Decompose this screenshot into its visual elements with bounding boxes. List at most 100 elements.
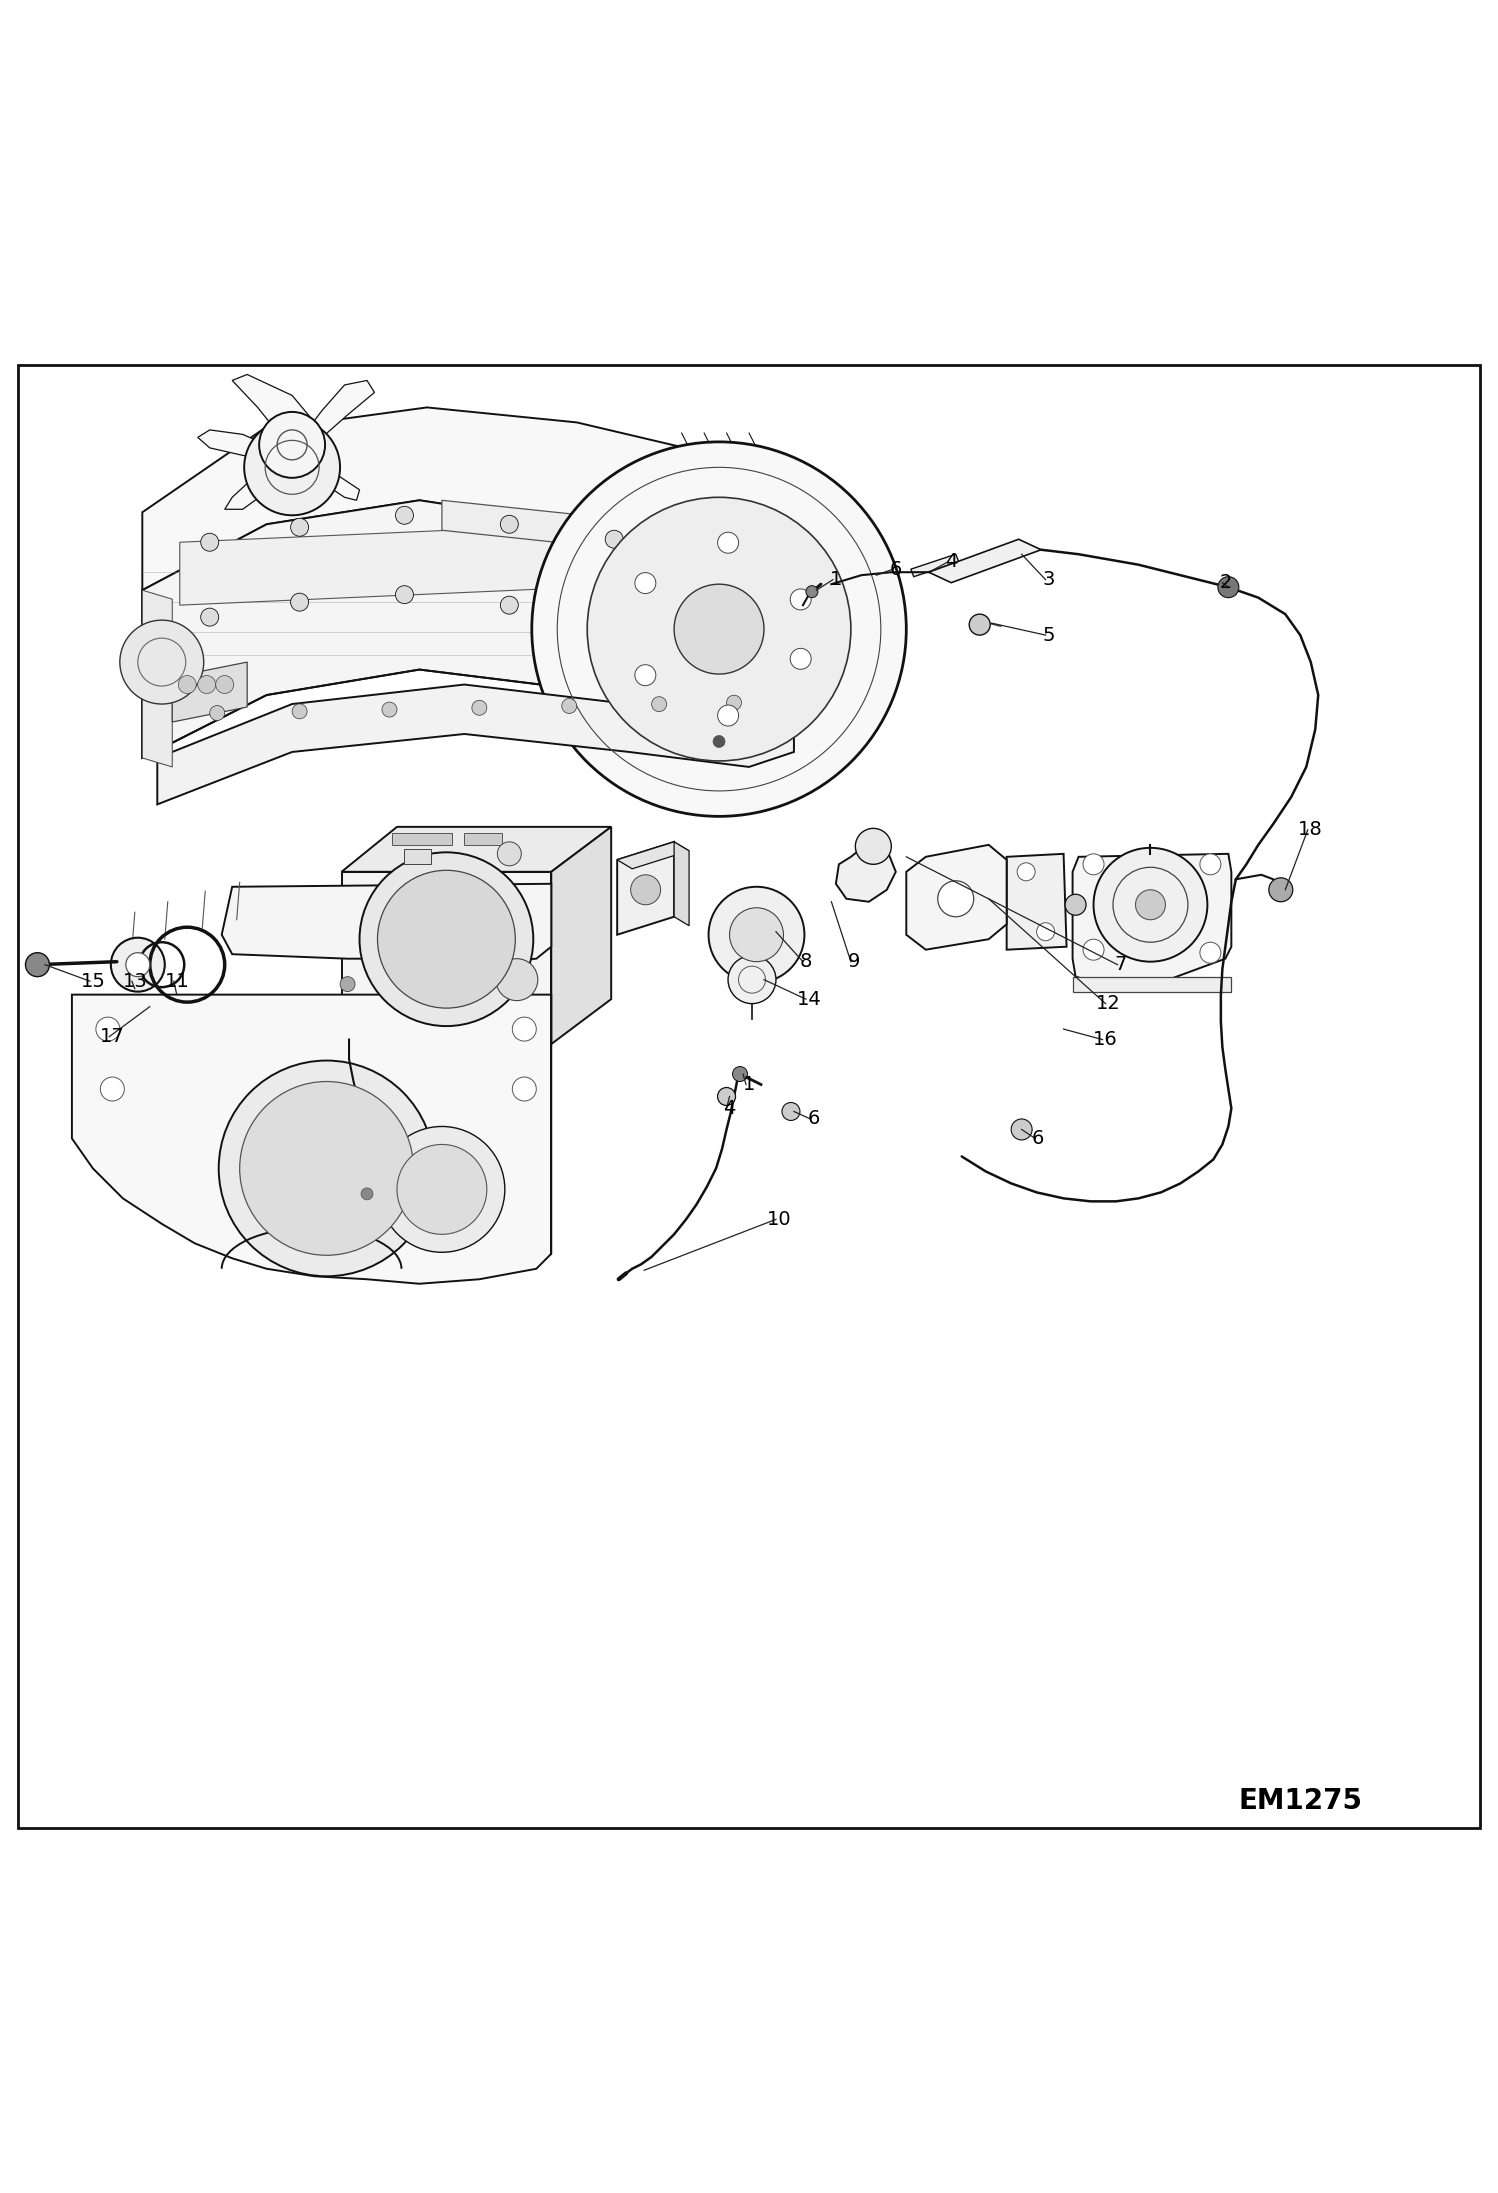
Circle shape [1269, 877, 1293, 901]
Text: 6: 6 [1032, 1129, 1044, 1147]
Circle shape [605, 612, 623, 629]
Polygon shape [222, 884, 551, 965]
Circle shape [938, 882, 974, 917]
Circle shape [340, 976, 355, 991]
Circle shape [806, 586, 818, 599]
Text: 15: 15 [81, 971, 105, 991]
Circle shape [201, 533, 219, 550]
Circle shape [532, 441, 906, 816]
Polygon shape [617, 842, 674, 934]
Circle shape [605, 531, 623, 548]
Polygon shape [652, 489, 809, 550]
Polygon shape [142, 590, 172, 768]
Polygon shape [794, 504, 854, 715]
Circle shape [1094, 849, 1207, 963]
Circle shape [791, 590, 812, 610]
Circle shape [111, 939, 165, 991]
Circle shape [791, 649, 812, 669]
Bar [404, 849, 431, 864]
Text: 14: 14 [797, 989, 821, 1009]
Circle shape [120, 621, 204, 704]
Circle shape [382, 702, 397, 717]
Circle shape [1135, 890, 1165, 919]
Polygon shape [342, 873, 551, 1044]
Polygon shape [442, 500, 794, 566]
Circle shape [497, 842, 521, 866]
Polygon shape [342, 827, 611, 873]
Circle shape [652, 697, 667, 713]
Circle shape [1083, 853, 1104, 875]
Circle shape [377, 871, 515, 1009]
Text: EM1275: EM1275 [1239, 1787, 1362, 1814]
Circle shape [1200, 853, 1221, 875]
Polygon shape [551, 827, 611, 1044]
Circle shape [240, 1081, 413, 1254]
Circle shape [718, 704, 739, 726]
Circle shape [472, 700, 487, 715]
Circle shape [259, 412, 325, 478]
Polygon shape [929, 539, 1041, 583]
Text: 4: 4 [724, 1099, 736, 1118]
Circle shape [500, 515, 518, 533]
Circle shape [178, 675, 196, 693]
Polygon shape [836, 844, 896, 901]
Circle shape [216, 675, 234, 693]
Polygon shape [617, 842, 689, 868]
Circle shape [126, 952, 150, 976]
Text: 9: 9 [848, 952, 860, 971]
Circle shape [395, 507, 413, 524]
Circle shape [512, 1018, 536, 1042]
Polygon shape [198, 430, 277, 461]
Circle shape [718, 533, 739, 553]
Circle shape [713, 735, 725, 748]
Circle shape [1218, 577, 1239, 599]
Circle shape [292, 704, 307, 719]
Circle shape [379, 1127, 505, 1252]
Polygon shape [142, 408, 794, 590]
Circle shape [219, 1061, 434, 1276]
Text: 1: 1 [743, 1075, 755, 1094]
Circle shape [500, 596, 518, 614]
Circle shape [496, 958, 538, 1000]
Circle shape [1037, 923, 1055, 941]
Text: 6: 6 [807, 1110, 819, 1129]
Polygon shape [1007, 853, 1067, 950]
Polygon shape [1073, 853, 1231, 985]
Circle shape [1065, 895, 1086, 914]
Circle shape [635, 572, 656, 594]
Text: 4: 4 [945, 553, 957, 570]
Circle shape [201, 607, 219, 627]
Circle shape [210, 706, 225, 721]
Polygon shape [300, 379, 374, 445]
Polygon shape [157, 684, 794, 805]
Circle shape [397, 1145, 487, 1235]
Circle shape [695, 627, 713, 645]
Text: 6: 6 [890, 559, 902, 579]
Polygon shape [180, 524, 584, 605]
Circle shape [291, 518, 309, 537]
Text: 2: 2 [1219, 572, 1231, 592]
Text: 12: 12 [1097, 993, 1121, 1013]
Circle shape [709, 886, 804, 982]
Text: 16: 16 [1094, 1031, 1118, 1048]
Bar [392, 833, 452, 844]
Circle shape [512, 1077, 536, 1101]
Text: 5: 5 [1043, 625, 1055, 645]
Circle shape [360, 853, 533, 1026]
Polygon shape [232, 375, 315, 441]
Polygon shape [674, 842, 689, 925]
Polygon shape [911, 555, 959, 577]
Circle shape [244, 419, 340, 515]
Circle shape [198, 675, 216, 693]
Polygon shape [72, 996, 551, 1283]
Text: 3: 3 [1043, 570, 1055, 590]
Circle shape [395, 586, 413, 603]
Circle shape [291, 592, 309, 612]
Text: 11: 11 [165, 971, 189, 991]
Text: 10: 10 [767, 1211, 791, 1228]
Text: 8: 8 [800, 952, 812, 971]
Circle shape [969, 614, 990, 636]
Circle shape [1011, 1118, 1032, 1140]
Polygon shape [172, 662, 247, 721]
Text: 1: 1 [830, 570, 842, 590]
